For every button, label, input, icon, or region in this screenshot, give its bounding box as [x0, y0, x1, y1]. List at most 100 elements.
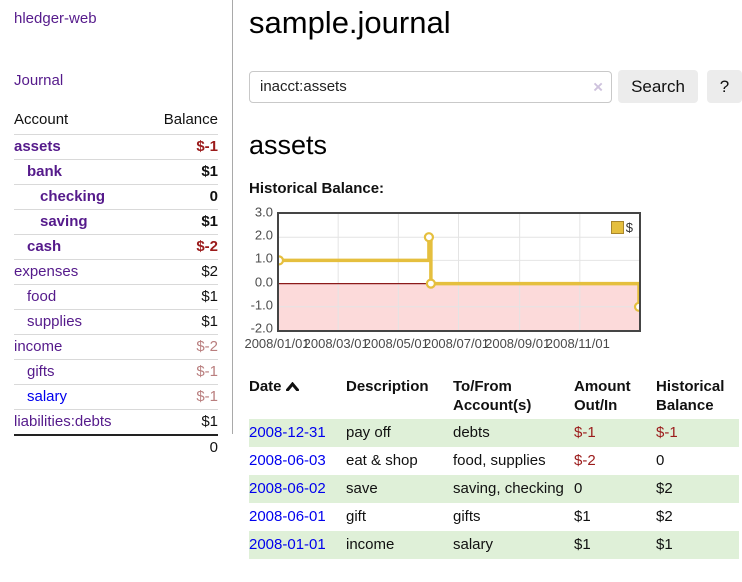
search-button[interactable]: Search: [618, 70, 698, 103]
page-title: sample.journal: [249, 5, 451, 40]
txn-balance: $2: [656, 480, 673, 497]
account-row: checking 0: [14, 184, 218, 210]
x-axis-tick-label: 2008/09/01: [485, 336, 551, 351]
account-balance: $1: [145, 209, 218, 235]
account-balance: $1: [145, 159, 218, 185]
search-form: × Search ?: [249, 70, 742, 103]
account-balance: $-1: [145, 359, 218, 385]
col-header-accounts: To/From Account(s): [453, 378, 532, 414]
x-axis-tick-label: 2008/11/01: [545, 336, 610, 351]
clear-search-icon[interactable]: ×: [593, 77, 603, 96]
chart-plot-area: $: [277, 212, 641, 332]
account-link-expenses[interactable]: expenses: [14, 263, 79, 280]
account-link-saving[interactable]: saving: [40, 213, 88, 230]
sidebar-item-journal[interactable]: Journal: [14, 72, 64, 89]
x-axis-tick-label: 2008/05/01: [363, 336, 429, 351]
account-link-food[interactable]: food: [27, 288, 57, 305]
y-axis: 3.0 2.0 1.0 0.0 -1.0 -2.0: [249, 204, 273, 336]
account-row: salary $-1: [14, 384, 218, 410]
txn-date-link[interactable]: 2008-12-31: [249, 424, 326, 441]
accounts-table: Account Balance assets $-1 bank $1 check…: [14, 107, 218, 460]
account-link-cash[interactable]: cash: [27, 238, 62, 255]
y-axis-tick-label: 3.0: [254, 204, 273, 220]
txn-amount: $1: [574, 536, 591, 553]
txn-accounts: debts: [453, 424, 490, 441]
account-link-gifts[interactable]: gifts: [27, 363, 55, 380]
account-balance: $-2: [145, 334, 218, 360]
account-balance: $1: [145, 309, 218, 335]
app-title-link[interactable]: hledger-web: [14, 10, 97, 27]
txn-description: save: [346, 480, 378, 497]
account-balance: 0: [145, 184, 218, 210]
account-row: bank $1: [14, 159, 218, 185]
register-row: 2008-06-02 save saving, checking 0 $2: [249, 475, 739, 503]
legend-label: $: [625, 220, 633, 235]
y-axis-tick-label: 2.0: [254, 227, 273, 243]
account-balance: $2: [145, 259, 218, 285]
chart-legend: $: [609, 219, 634, 236]
account-link-assets[interactable]: assets: [14, 138, 61, 155]
txn-date-link[interactable]: 2008-06-01: [249, 508, 326, 525]
account-balance: $1: [145, 284, 218, 310]
txn-date-link[interactable]: 2008-06-02: [249, 480, 326, 497]
register-row: 2008-12-31 pay off debts $-1 $-1: [249, 419, 739, 447]
txn-description: gift: [346, 508, 367, 525]
register-row: 2008-06-03 eat & shop food, supplies $-2…: [249, 447, 739, 475]
account-row: gifts $-1: [14, 359, 218, 385]
account-link-income[interactable]: income: [14, 338, 63, 355]
txn-accounts: salary: [453, 536, 494, 553]
col-header-date[interactable]: Date: [249, 373, 346, 419]
account-link-bank[interactable]: bank: [27, 163, 63, 180]
txn-description: pay off: [346, 424, 391, 441]
sidebar: hledger-web Journal Account Balance asse…: [0, 0, 233, 460]
register-row: 2008-06-01 gift gifts $1 $2: [249, 503, 739, 531]
txn-accounts: saving, checking: [453, 480, 564, 497]
account-link-supplies[interactable]: supplies: [27, 313, 83, 330]
account-link-liabilities-debts[interactable]: liabilities:debts: [14, 413, 112, 430]
accounts-total: 0: [145, 434, 218, 460]
accounts-col-header: Account: [14, 107, 146, 135]
txn-date-link[interactable]: 2008-01-01: [249, 536, 326, 553]
txn-amount: $-2: [574, 452, 596, 469]
txn-balance: 0: [656, 452, 665, 469]
txn-amount: 0: [574, 480, 583, 497]
account-heading: assets: [249, 130, 328, 160]
sort-asc-icon: [285, 381, 299, 392]
account-row: food $1: [14, 284, 218, 310]
chart-series-svg: [279, 214, 639, 330]
col-header-balance: Historical Balance: [656, 378, 725, 414]
txn-balance: $1: [656, 536, 673, 553]
txn-amount: $-1: [574, 424, 596, 441]
y-axis-tick-label: -1.0: [250, 297, 273, 313]
x-axis: 2008/01/01 2008/03/01 2008/05/01 2008/07/01…: [244, 336, 637, 352]
account-link-salary[interactable]: salary: [27, 388, 68, 405]
account-row: supplies $1: [14, 309, 218, 335]
register-row: 2008-01-01 income salary $1 $1: [249, 531, 739, 559]
x-axis-tick-label: 2008/07/01: [423, 336, 490, 351]
account-link-checking[interactable]: checking: [40, 188, 106, 205]
legend-swatch-icon: [610, 221, 624, 234]
txn-description: income: [346, 536, 395, 553]
main-content: sample.journal × Search ? assets Histori…: [244, 0, 742, 559]
account-balance: $-1: [145, 384, 218, 410]
search-input[interactable]: [249, 70, 612, 103]
account-row: cash $-2: [14, 234, 218, 260]
txn-accounts: food, supplies: [453, 452, 546, 469]
x-axis-tick-label: 2008/03/01: [303, 336, 369, 351]
txn-date-link[interactable]: 2008-06-03: [249, 452, 326, 469]
account-row: liabilities:debts $1: [14, 409, 218, 436]
y-axis-tick-label: 1.0: [254, 250, 273, 266]
txn-description: eat & shop: [346, 452, 418, 469]
historical-balance-chart: 3.0 2.0 1.0 0.0 -1.0 -2.0 $ 2008/01/01 2008/03…: [244, 204, 742, 356]
account-row: expenses $2: [14, 259, 218, 285]
accounts-total-row: 0: [14, 434, 218, 460]
txn-balance: $-1: [656, 424, 678, 441]
txn-amount: $1: [574, 508, 591, 525]
account-row: saving $1: [14, 209, 218, 235]
account-balance: $-1: [145, 134, 218, 160]
x-axis-tick-label: 2008/01/01: [244, 336, 310, 351]
txn-balance: $2: [656, 508, 673, 525]
balance-col-header: Balance: [145, 107, 218, 135]
help-button[interactable]: ?: [707, 70, 742, 103]
account-row: income $-2: [14, 334, 218, 360]
